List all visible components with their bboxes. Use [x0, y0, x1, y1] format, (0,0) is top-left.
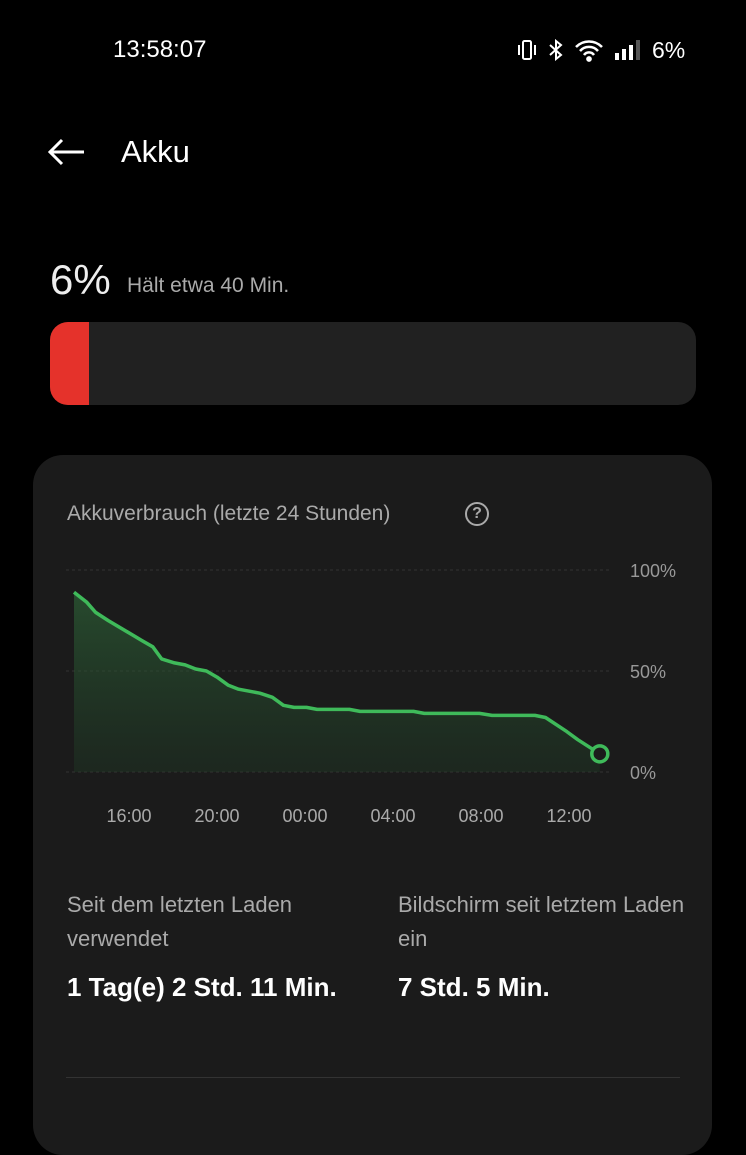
x-tick-label: 04:00: [370, 806, 415, 826]
y-tick-label: 100%: [630, 561, 676, 581]
help-icon[interactable]: ?: [465, 502, 489, 526]
chart-series-line: [72, 590, 601, 756]
stat-label: Bildschirm seit letztem Laden ein: [398, 892, 685, 951]
x-tick-label: 20:00: [194, 806, 239, 826]
status-icons: 6%: [516, 36, 685, 64]
battery-remaining: Hält etwa 40 Min.: [127, 274, 290, 297]
x-tick-label: 08:00: [458, 806, 503, 826]
battery-percent: 6%: [50, 256, 111, 303]
arrow-left-icon: [47, 138, 84, 166]
bluetooth-icon: [549, 39, 563, 61]
status-clock: 13:58:07: [113, 36, 207, 63]
usage-card: [33, 455, 712, 1155]
battery-usage-chart: 100% 50% 0% 16:00 20:00 00:00 04:00 08:00 12:00: [66, 561, 676, 826]
divider: [66, 1077, 680, 1078]
stat-value: 1 Tag(e) 2 Std. 11 Min.: [67, 972, 337, 1002]
y-tick-label: 0%: [630, 763, 656, 783]
y-tick-label: 50%: [630, 662, 666, 682]
stat-value: 7 Std. 5 Min.: [398, 972, 550, 1002]
x-tick-label: 16:00: [106, 806, 151, 826]
status-battery: 6%: [652, 36, 686, 63]
battery-level-bar: [50, 322, 696, 405]
signal-icon: [615, 40, 640, 60]
chart-area-fill: [74, 592, 600, 772]
vibrate-icon: [518, 40, 536, 60]
stat-screen-on: Bildschirm seit letztem Laden ein 7 Std.…: [398, 888, 688, 1008]
battery-level-fill: [50, 322, 89, 405]
x-tick-label: 00:00: [282, 806, 327, 826]
x-tick-label: 12:00: [546, 806, 591, 826]
wifi-icon: [575, 40, 603, 62]
page-title: Akku: [121, 134, 190, 169]
chart-current-point: [590, 744, 610, 764]
back-button[interactable]: [46, 136, 86, 168]
stat-since-charge: Seit dem letzten Laden verwendet 1 Tag(e…: [67, 888, 357, 1008]
stat-label: Seit dem letzten Laden verwendet: [67, 892, 293, 951]
usage-card-title: Akkuverbrauch (letzte 24 Stunden): [67, 502, 391, 525]
